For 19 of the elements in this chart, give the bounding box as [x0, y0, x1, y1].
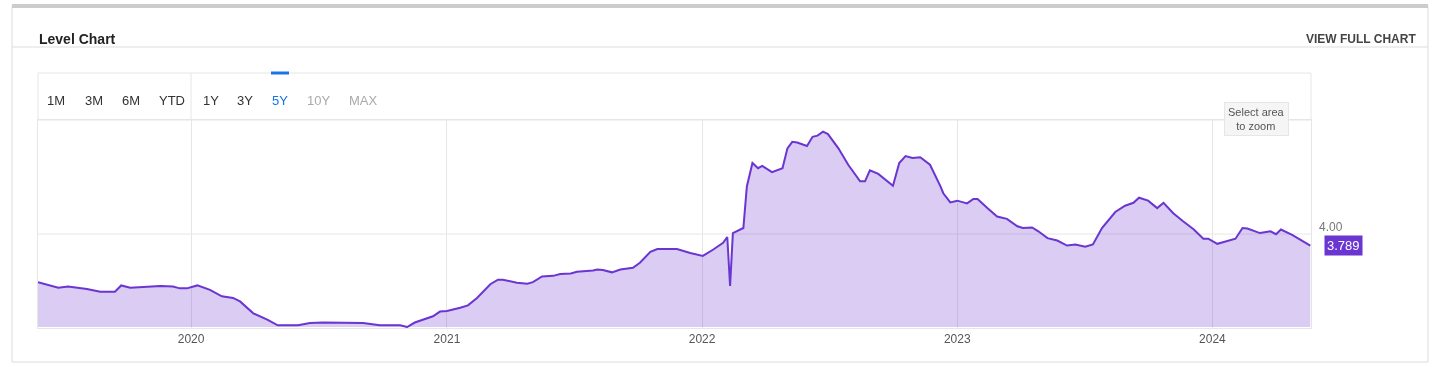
text: MAX: [349, 93, 378, 108]
x-tick-label: 2021: [433, 332, 461, 347]
x-tick-label: 2022: [688, 332, 716, 347]
text: YTD: [159, 93, 185, 108]
text: 3M: [85, 93, 104, 108]
text: 1M: [47, 93, 66, 108]
x-tick-label: 2020: [177, 332, 205, 347]
text: 5Y: [272, 93, 289, 108]
text: 3Y: [237, 93, 254, 108]
text: 10Y: [307, 93, 331, 108]
text: 1Y: [203, 93, 220, 108]
text: VIEW FULL CHART: [1306, 32, 1417, 46]
text: 6M: [122, 93, 141, 108]
text: 4.00: [1319, 220, 1343, 234]
annotation: Select area to zoom: [1228, 106, 1285, 133]
chart-title: Level Chart: [39, 31, 116, 47]
x-tick-label: 2024: [1199, 332, 1227, 347]
annotation: 3.789: [1327, 238, 1360, 253]
x-tick-label: 2023: [943, 332, 971, 347]
